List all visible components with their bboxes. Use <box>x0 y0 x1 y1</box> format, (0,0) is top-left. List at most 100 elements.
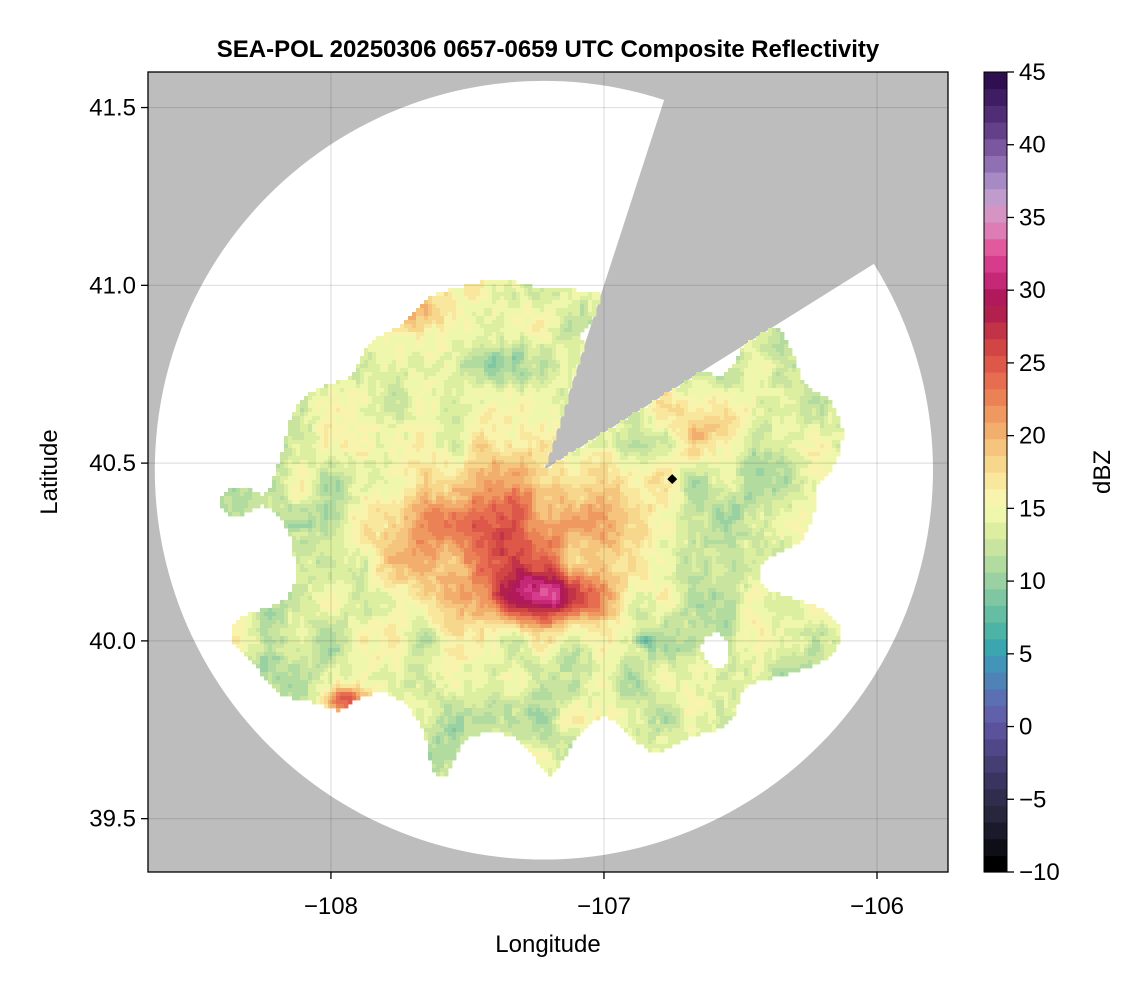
reflectivity-cell <box>344 388 349 393</box>
reflectivity-cell <box>320 476 325 481</box>
reflectivity-cell <box>336 388 341 393</box>
reflectivity-cell <box>676 472 681 477</box>
reflectivity-cell <box>360 440 365 445</box>
reflectivity-cell <box>360 376 365 381</box>
reflectivity-cell <box>440 384 445 389</box>
reflectivity-cell <box>500 424 505 429</box>
reflectivity-cell <box>496 444 501 449</box>
reflectivity-cell <box>504 444 509 449</box>
reflectivity-cell <box>776 412 781 417</box>
reflectivity-cell <box>348 396 353 401</box>
reflectivity-cell <box>496 472 501 477</box>
reflectivity-cell <box>416 464 421 469</box>
reflectivity-cell <box>440 412 445 417</box>
reflectivity-cell <box>492 420 497 425</box>
reflectivity-cell <box>344 472 349 477</box>
reflectivity-cell <box>432 324 437 329</box>
reflectivity-cell <box>788 428 793 433</box>
reflectivity-cell <box>776 328 781 333</box>
reflectivity-cell <box>684 472 689 477</box>
reflectivity-cell <box>440 380 445 385</box>
reflectivity-cell <box>220 496 225 501</box>
reflectivity-cell <box>708 408 713 413</box>
reflectivity-cell <box>652 484 657 489</box>
reflectivity-cell <box>380 444 385 449</box>
reflectivity-cell <box>692 448 697 453</box>
reflectivity-cell <box>556 300 561 305</box>
reflectivity-cell <box>548 364 553 369</box>
reflectivity-cell <box>380 440 385 445</box>
reflectivity-cell <box>520 488 525 493</box>
reflectivity-cell <box>292 456 297 461</box>
reflectivity-cell <box>312 428 317 433</box>
reflectivity-cell <box>564 384 569 389</box>
reflectivity-cell <box>580 292 585 297</box>
reflectivity-cell <box>512 420 517 425</box>
reflectivity-cell <box>748 380 753 385</box>
reflectivity-cell <box>532 432 537 437</box>
reflectivity-cell <box>772 484 777 489</box>
reflectivity-cell <box>768 352 773 357</box>
reflectivity-cell <box>552 292 557 297</box>
reflectivity-cell <box>392 376 397 381</box>
reflectivity-cell <box>292 436 297 441</box>
reflectivity-cell <box>452 380 457 385</box>
reflectivity-cell <box>420 492 425 497</box>
reflectivity-cell <box>572 372 577 377</box>
reflectivity-cell <box>784 468 789 473</box>
reflectivity-cell <box>432 360 437 365</box>
reflectivity-cell <box>728 368 733 373</box>
reflectivity-cell <box>376 436 381 441</box>
reflectivity-cell <box>612 436 617 441</box>
reflectivity-cell <box>756 372 761 377</box>
reflectivity-cell <box>500 384 505 389</box>
reflectivity-cell <box>444 324 449 329</box>
reflectivity-cell <box>356 372 361 377</box>
reflectivity-cell <box>548 380 553 385</box>
reflectivity-cell <box>316 428 321 433</box>
reflectivity-cell <box>720 428 725 433</box>
reflectivity-cell <box>336 428 341 433</box>
reflectivity-cell <box>304 428 309 433</box>
reflectivity-cell <box>544 288 549 293</box>
reflectivity-cell <box>532 428 537 433</box>
reflectivity-cell <box>524 328 529 333</box>
reflectivity-cell <box>436 324 441 329</box>
reflectivity-cell <box>324 468 329 473</box>
reflectivity-cell <box>424 400 429 405</box>
reflectivity-cell <box>720 460 725 465</box>
reflectivity-cell <box>716 424 721 429</box>
reflectivity-cell <box>620 484 625 489</box>
reflectivity-cell <box>512 416 517 421</box>
reflectivity-cell <box>712 404 717 409</box>
reflectivity-cell <box>404 408 409 413</box>
reflectivity-cell <box>428 316 433 321</box>
reflectivity-cell <box>488 356 493 361</box>
reflectivity-cell <box>476 464 481 469</box>
reflectivity-cell <box>508 332 513 337</box>
reflectivity-cell <box>832 440 837 445</box>
reflectivity-cell <box>592 312 597 317</box>
reflectivity-cell <box>564 376 569 381</box>
reflectivity-cell <box>368 408 373 413</box>
reflectivity-cell <box>556 320 561 325</box>
reflectivity-cell <box>308 436 313 441</box>
reflectivity-cell <box>488 324 493 329</box>
reflectivity-cell <box>444 480 449 485</box>
reflectivity-cell <box>696 436 701 441</box>
reflectivity-cell <box>488 328 493 333</box>
reflectivity-cell <box>376 380 381 385</box>
reflectivity-cell <box>384 404 389 409</box>
reflectivity-cell <box>448 436 453 441</box>
reflectivity-cell <box>408 404 413 409</box>
reflectivity-cell <box>660 400 665 405</box>
reflectivity-cell <box>480 416 485 421</box>
reflectivity-cell <box>648 472 653 477</box>
reflectivity-cell <box>796 440 801 445</box>
reflectivity-cell <box>504 476 509 481</box>
reflectivity-cell <box>568 316 573 321</box>
reflectivity-cell <box>812 404 817 409</box>
reflectivity-cell <box>548 340 553 345</box>
reflectivity-cell <box>480 464 485 469</box>
reflectivity-cell <box>824 400 829 405</box>
